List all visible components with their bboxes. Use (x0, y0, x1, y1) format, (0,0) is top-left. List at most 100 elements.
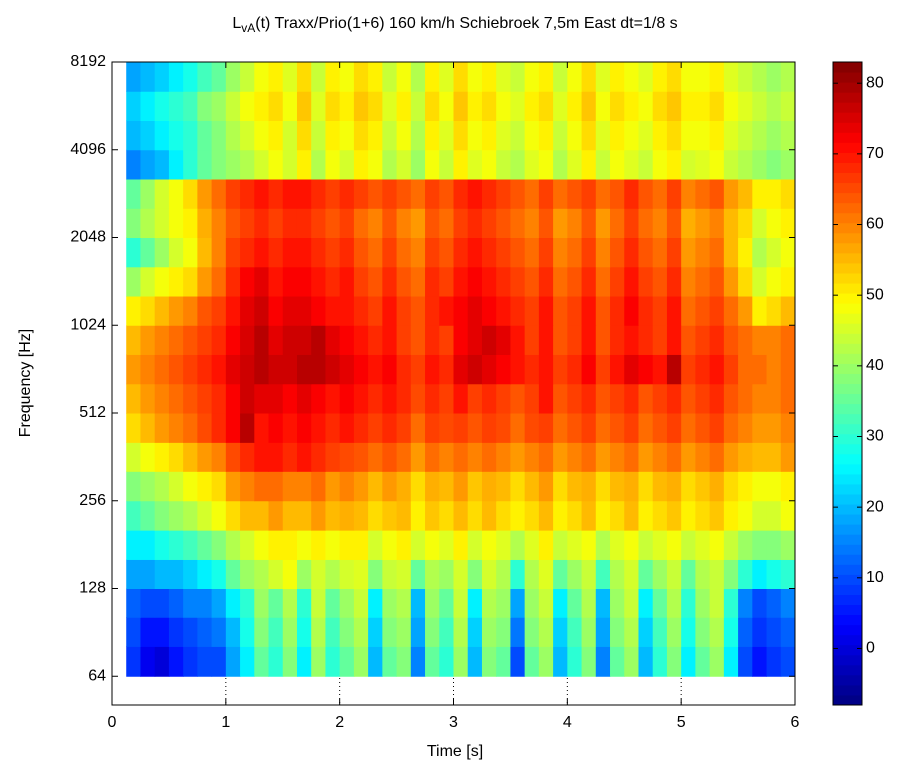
heatmap-cell (197, 559, 213, 590)
heatmap-cell (723, 588, 739, 618)
heatmap-cell (140, 325, 156, 355)
heatmap-cell (567, 149, 583, 180)
heatmap-cell (282, 120, 298, 151)
heatmap-cell (567, 208, 583, 239)
heatmap-cell (353, 442, 369, 472)
heatmap-cell (154, 120, 170, 151)
heatmap-cell (339, 442, 355, 472)
heatmap-cell (538, 91, 554, 121)
heatmap-cell (240, 500, 255, 531)
heatmap-cell (325, 471, 341, 502)
heatmap-cell (396, 120, 412, 151)
heatmap-cell (453, 237, 469, 268)
heatmap-cell (510, 588, 526, 618)
heatmap-cell (268, 646, 284, 677)
heatmap-cell (382, 383, 398, 414)
heatmap-cell (467, 179, 483, 209)
heatmap-cell (581, 208, 597, 239)
heatmap-cell (311, 179, 326, 209)
heatmap-cell (168, 62, 184, 92)
colorbar-swatch (833, 514, 862, 525)
colorbar-swatch (833, 524, 862, 535)
heatmap-cell (666, 296, 682, 326)
heatmap-cell (709, 646, 725, 677)
heatmap-cell (211, 530, 227, 560)
heatmap-cell (339, 208, 355, 239)
colorbar-swatch (833, 654, 862, 666)
heatmap-cell (610, 383, 625, 414)
heatmap-cell (339, 296, 355, 326)
heatmap-cell (453, 325, 469, 355)
heatmap-cell (410, 149, 426, 180)
heatmap-cell (481, 588, 497, 618)
heatmap-cell (752, 354, 768, 385)
heatmap-cell (296, 62, 312, 92)
heatmap-cell (282, 500, 298, 531)
heatmap-cell (211, 500, 227, 531)
heatmap-cell (496, 62, 511, 92)
heatmap-cell (254, 179, 270, 209)
heatmap-cell (481, 617, 497, 647)
colorbar-swatch (833, 343, 862, 354)
heatmap-cell (496, 354, 511, 385)
heatmap-cell (538, 266, 554, 297)
heatmap-cell (254, 646, 270, 677)
heatmap-cell (581, 530, 597, 560)
heatmap-cell (723, 237, 739, 268)
heatmap-cell (410, 471, 426, 502)
heatmap-cell (197, 442, 213, 472)
heatmap-cell (538, 500, 554, 531)
heatmap-cell (396, 91, 412, 121)
heatmap-cell (766, 296, 782, 326)
heatmap-cell (624, 530, 639, 560)
heatmap-cell (154, 471, 170, 502)
heatmap-cell (610, 179, 625, 209)
heatmap-cell (268, 413, 284, 443)
heatmap-cell (481, 500, 497, 531)
heatmap-cell (496, 413, 511, 443)
heatmap-cell (382, 120, 398, 151)
heatmap-cell (168, 296, 184, 326)
heatmap-cell (325, 500, 341, 531)
heatmap-cell (126, 442, 141, 472)
y-tick-label: 256 (79, 492, 106, 509)
heatmap-cell (425, 208, 440, 239)
heatmap-cell (510, 325, 526, 355)
heatmap-cell (538, 588, 554, 618)
heatmap-cell (595, 383, 611, 414)
heatmap-cell (282, 208, 298, 239)
heatmap-cell (154, 617, 170, 647)
heatmap-cell (353, 588, 369, 618)
heatmap-cell (268, 471, 284, 502)
heatmap-cell (410, 266, 426, 297)
heatmap-cell (510, 237, 526, 268)
heatmap-cell (496, 530, 511, 560)
heatmap-cell (339, 617, 355, 647)
heatmap-cell (282, 413, 298, 443)
heatmap-cell (723, 208, 739, 239)
heatmap-cell (183, 91, 198, 121)
heatmap-cell (211, 179, 227, 209)
heatmap-cell (168, 471, 184, 502)
heatmap-cell (339, 588, 355, 618)
heatmap-cell (154, 530, 170, 560)
heatmap-cell (766, 383, 782, 414)
heatmap-cell (467, 237, 483, 268)
heatmap-cell (652, 179, 668, 209)
heatmap-cell (396, 208, 412, 239)
heatmap-cell (325, 383, 341, 414)
heatmap-cell (382, 149, 398, 180)
heatmap-cell (695, 383, 711, 414)
x-tick-label: 5 (677, 714, 686, 731)
heatmap-cell (353, 471, 369, 502)
heatmap-cell (510, 62, 526, 92)
y-tick-label: 8192 (70, 53, 106, 70)
heatmap-cell (396, 442, 412, 472)
heatmap-cell (240, 266, 255, 297)
heatmap-cell (481, 471, 497, 502)
heatmap-cell (553, 500, 568, 531)
heatmap-cell (325, 91, 341, 121)
heatmap-cell (581, 646, 597, 677)
heatmap-cell (567, 237, 583, 268)
heatmap-cell (766, 208, 782, 239)
